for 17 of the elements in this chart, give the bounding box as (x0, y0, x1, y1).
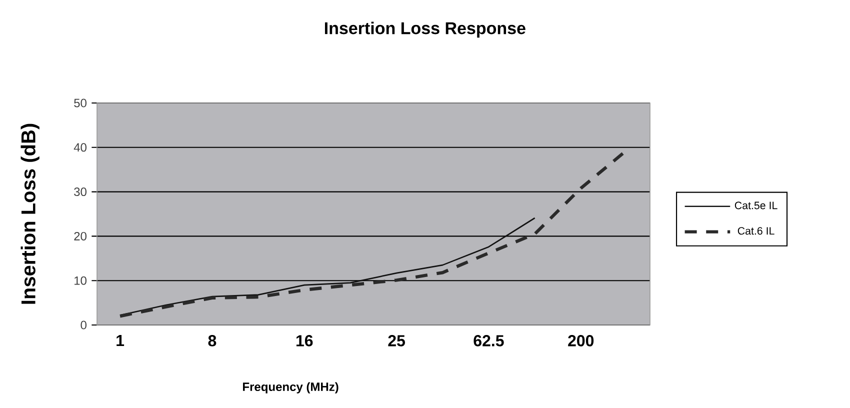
y-tick-label: 50 (74, 98, 86, 108)
x-tick-label: 25 (388, 335, 405, 346)
y-tick-label: 0 (80, 320, 86, 330)
legend-label: Cat.6 IL (738, 227, 774, 235)
x-tick-label: 200 (568, 335, 594, 346)
x-tick-label: 62.5 (474, 335, 504, 346)
x-tick-label: 8 (208, 335, 216, 346)
x-axis-title: Frequency (MHz) (243, 382, 338, 394)
legend-label: Cat.5e IL (734, 202, 778, 210)
chart-title: Insertion Loss Response (324, 22, 526, 38)
y-axis-title: Insertion Loss (dB) (20, 124, 40, 304)
y-tick-label: 30 (74, 188, 86, 196)
y-tick-label: 20 (74, 232, 86, 240)
y-tick-label: 10 (74, 276, 86, 285)
y-tick-label: 40 (74, 143, 86, 152)
x-tick-label: 16 (296, 335, 313, 346)
x-tick-label: 1 (116, 335, 124, 346)
